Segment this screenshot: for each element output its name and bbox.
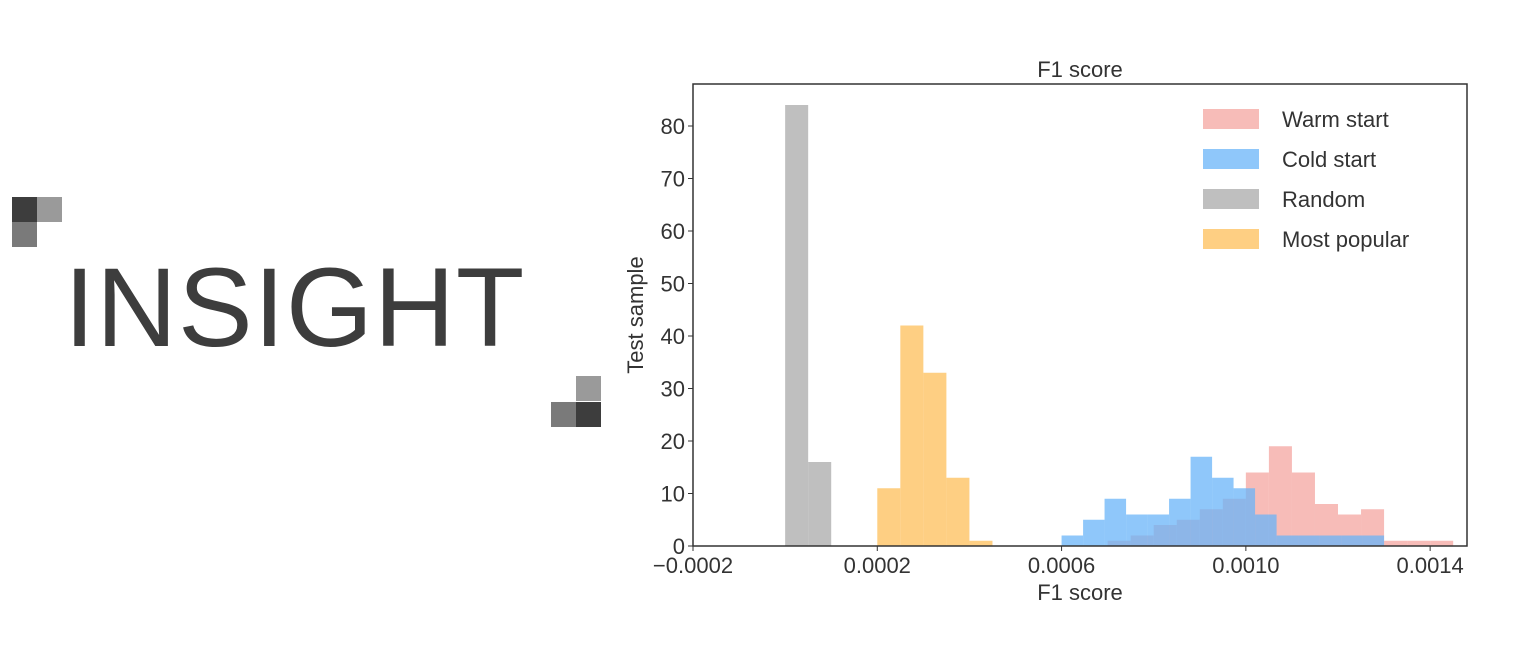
x-axis-ticks: −0.0002 0.0002 0.0006 0.0010 0.0014 [653,546,1464,578]
bar-cold-start-8 [1234,488,1256,546]
series-random [785,105,831,546]
x-tick-label: 0.0006 [1028,553,1095,578]
legend-swatch-most-popular [1203,229,1259,249]
legend-label-warm-start: Warm start [1282,107,1389,132]
x-axis-label: F1 score [1037,580,1123,605]
bar-most-popular-1 [900,326,923,547]
legend-swatch-warm-start [1203,109,1259,129]
bar-cold-start-13 [1341,536,1362,547]
bar-cold-start-2 [1105,499,1127,546]
bar-random-1 [808,462,831,546]
legend-swatch-random [1203,189,1259,209]
bar-cold-start-10 [1277,536,1298,547]
legend-swatch-cold-start [1203,149,1259,169]
y-tick-label: 40 [661,324,685,349]
bar-random-0 [785,105,808,546]
y-tick-label: 80 [661,114,685,139]
bar-most-popular-3 [946,478,969,546]
chart-title: F1 score [1037,57,1123,82]
bar-cold-start-5 [1169,499,1191,546]
y-tick-label: 10 [661,482,685,507]
y-tick-label: 70 [661,167,685,192]
bar-warm-start-12 [1384,541,1407,546]
legend-label-cold-start: Cold start [1282,147,1376,172]
bar-most-popular-2 [923,373,946,546]
x-tick-label: 0.0010 [1212,553,1279,578]
bar-cold-start-1 [1083,520,1104,546]
y-tick-label: 20 [661,429,685,454]
bar-cold-start-0 [1062,536,1084,547]
bar-cold-start-11 [1298,536,1320,547]
bar-cold-start-14 [1363,536,1385,547]
chart-legend: Warm start Cold start Random Most popular [1203,107,1409,252]
bar-cold-start-6 [1191,457,1213,546]
bar-most-popular-0 [877,488,900,546]
bar-cold-start-4 [1148,515,1169,547]
bar-cold-start-9 [1255,515,1277,547]
y-tick-label: 60 [661,219,685,244]
x-tick-label: 0.0014 [1396,553,1463,578]
bar-warm-start-13 [1407,541,1430,546]
bar-warm-start-14 [1430,541,1453,546]
legend-label-random: Random [1282,187,1365,212]
y-tick-label: 50 [661,272,685,297]
bar-most-popular-4 [969,541,992,546]
bar-cold-start-3 [1126,515,1148,547]
legend-label-most-popular: Most popular [1282,227,1409,252]
y-tick-label: 30 [661,377,685,402]
x-tick-label: −0.0002 [653,553,733,578]
series-most-popular [877,326,992,547]
y-axis-label: Test sample [623,256,648,373]
bar-cold-start-12 [1320,536,1342,547]
bar-cold-start-7 [1212,478,1233,546]
bar-warm-start-8 [1292,473,1315,547]
x-tick-label: 0.0002 [844,553,911,578]
